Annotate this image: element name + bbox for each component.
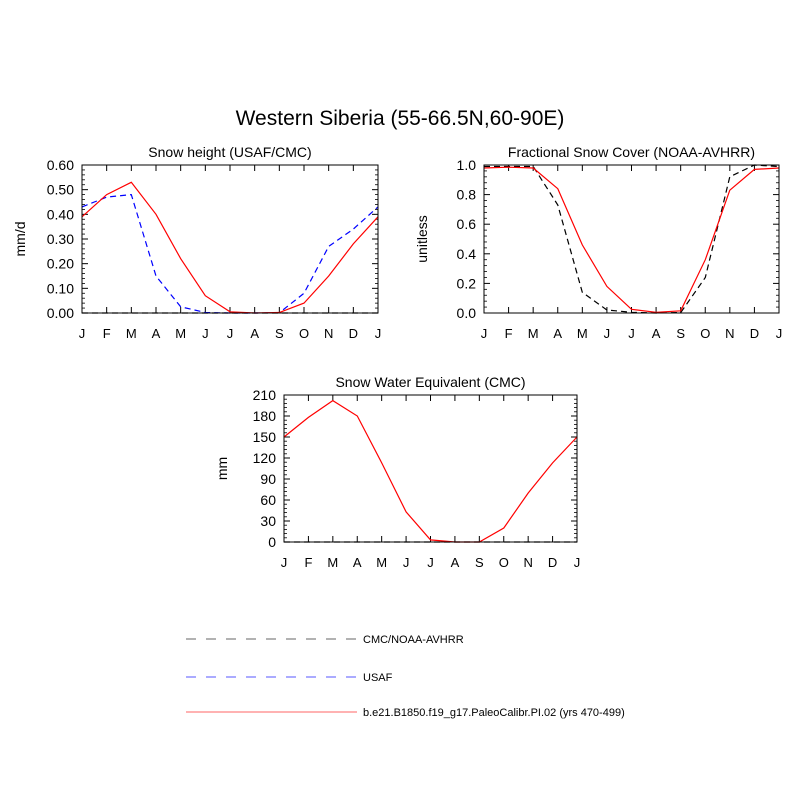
- x-tick-label: N: [725, 326, 734, 341]
- panel-title: Snow height (USAF/CMC): [148, 144, 311, 160]
- y-tick-label: 120: [253, 450, 277, 466]
- y-tick-label: 0.20: [47, 256, 74, 272]
- x-tick-label: J: [79, 326, 86, 341]
- x-tick-label: D: [750, 326, 759, 341]
- x-tick-label: A: [652, 326, 661, 341]
- x-tick-label: D: [349, 326, 358, 341]
- y-tick-label: 150: [253, 429, 277, 445]
- y-tick-label: 0.10: [47, 280, 74, 296]
- y-tick-label: 30: [260, 513, 276, 529]
- y-tick-label: 0.0: [457, 305, 477, 321]
- x-tick-label: A: [451, 555, 460, 570]
- x-tick-label: S: [676, 326, 685, 341]
- series-line-model: [483, 166, 780, 313]
- y-tick-label: 0.00: [47, 305, 74, 321]
- x-tick-label: A: [152, 326, 161, 341]
- x-tick-label: N: [523, 555, 532, 570]
- x-tick-label: N: [324, 326, 333, 341]
- plot-frame: [283, 394, 578, 543]
- x-tick-label: M: [577, 326, 588, 341]
- x-tick-label: J: [202, 326, 209, 341]
- legend-label: b.e21.B1850.f19_g17.PaleoCalibr.PI.02 (y…: [363, 707, 625, 719]
- figure-title: Western Siberia (55-66.5N,60-90E): [236, 107, 565, 130]
- y-tick-label: 0.50: [47, 182, 74, 198]
- legend-label: USAF: [363, 672, 393, 684]
- series-line-obs: [484, 164, 780, 314]
- x-tick-label: S: [275, 326, 284, 341]
- series-line-model: [81, 181, 379, 314]
- x-tick-label: A: [250, 326, 259, 341]
- y-tick-label: 0.60: [47, 157, 74, 173]
- x-tick-label: S: [475, 555, 484, 570]
- x-tick-label: J: [628, 326, 635, 341]
- x-tick-label: J: [604, 326, 611, 341]
- y-tick-label: 0.2: [457, 275, 477, 291]
- plot-frame: [81, 164, 379, 314]
- plot-frame: [483, 164, 780, 314]
- x-tick-label: M: [327, 555, 338, 570]
- y-tick-label: 0.30: [47, 231, 74, 247]
- x-tick-label: D: [548, 555, 557, 570]
- y-tick-label: 0.40: [47, 206, 74, 222]
- y-tick-label: 1.0: [457, 157, 477, 173]
- y-axis-label: unitless: [414, 215, 430, 262]
- x-tick-label: J: [776, 326, 783, 341]
- panel-title: Fractional Snow Cover (NOAA-AVHRR): [508, 144, 755, 160]
- x-tick-label: M: [528, 326, 539, 341]
- y-axis-label: mm/d: [12, 222, 28, 257]
- y-tick-label: 60: [260, 492, 276, 508]
- x-tick-label: F: [304, 555, 312, 570]
- y-tick-label: 90: [260, 471, 276, 487]
- x-tick-label: F: [505, 326, 513, 341]
- x-tick-label: J: [403, 555, 410, 570]
- x-tick-label: A: [353, 555, 362, 570]
- legend-label: CMC/NOAA-AVHRR: [363, 634, 464, 646]
- y-axis-label: mm: [214, 457, 230, 480]
- x-tick-label: J: [427, 555, 434, 570]
- series-line-usaf: [81, 193, 379, 314]
- panel-title: Snow Water Equivalent (CMC): [335, 374, 525, 390]
- x-tick-label: O: [499, 555, 509, 570]
- x-tick-label: J: [574, 555, 581, 570]
- y-tick-label: 0: [268, 534, 276, 550]
- y-tick-label: 180: [253, 408, 277, 424]
- panel-swe: Snow Water Equivalent (CMC) mm 0 30 60 90 120 1…: [214, 374, 580, 570]
- x-tick-label: M: [376, 555, 387, 570]
- series-line-model: [283, 399, 578, 543]
- x-tick-label: J: [481, 326, 488, 341]
- y-tick-label: 0.8: [457, 187, 477, 203]
- panel-snow-cover: Fractional Snow Cover (NOAA-AVHRR) unitle…: [414, 144, 782, 341]
- y-tick-label: 210: [253, 387, 277, 403]
- x-tick-label: O: [299, 326, 309, 341]
- x-tick-label: A: [553, 326, 562, 341]
- x-tick-label: M: [126, 326, 137, 341]
- x-tick-label: J: [375, 326, 382, 341]
- y-tick-label: 0.6: [457, 216, 477, 232]
- x-tick-label: F: [103, 326, 111, 341]
- x-tick-label: M: [175, 326, 186, 341]
- panel-snow-height: Snow height (USAF/CMC) mm/d 0.00 0.10 0.20 0.…: [12, 144, 381, 341]
- x-tick-label: J: [281, 555, 288, 570]
- x-tick-label: O: [700, 326, 710, 341]
- y-tick-label: 0.4: [457, 246, 477, 262]
- legend: CMC/NOAA-AVHRR USAF b.e21.B1850.f19_g17.Pa…: [186, 634, 625, 719]
- x-tick-label: J: [227, 326, 234, 341]
